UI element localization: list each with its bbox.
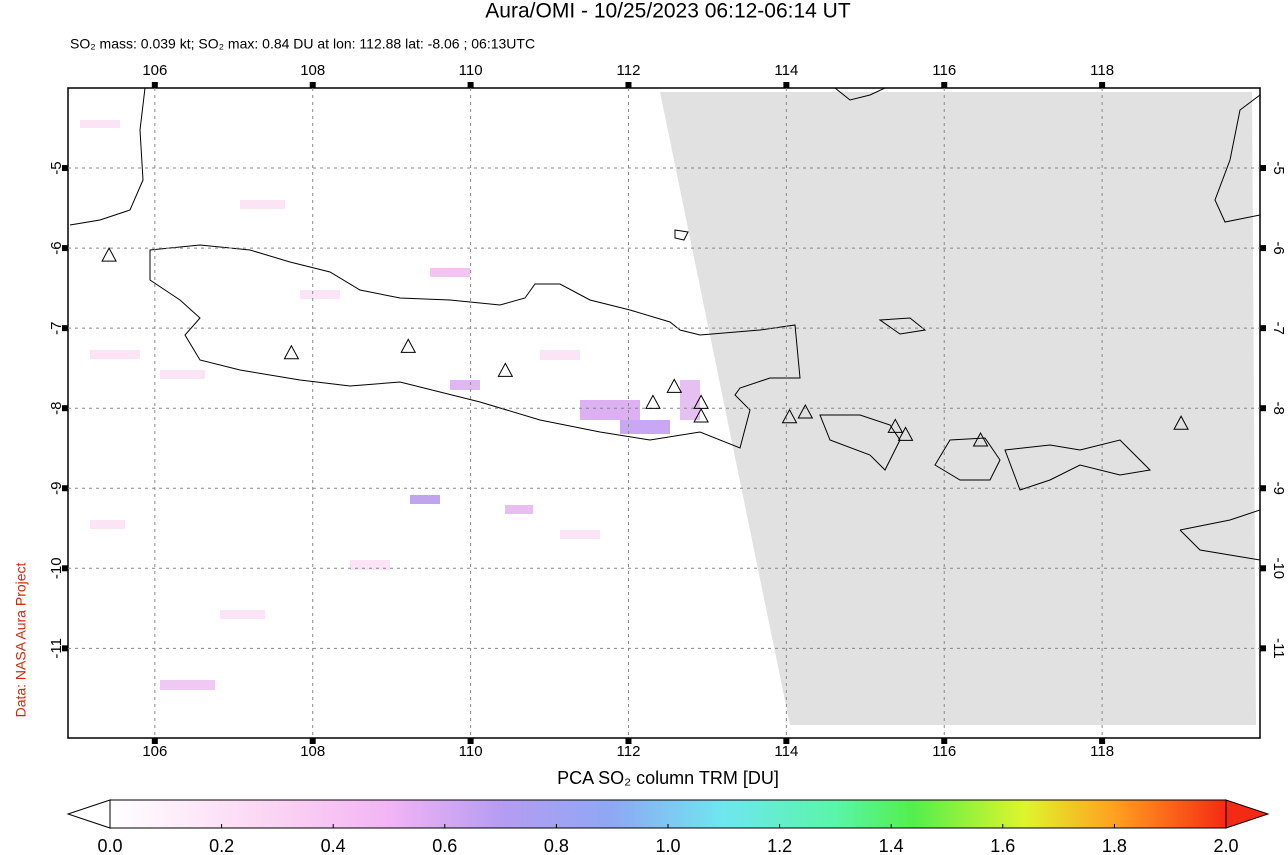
colorbar-tick-label: 1.0 [655, 836, 680, 855]
x-tick-label-bottom: 118 [1090, 743, 1114, 760]
y-tick-label-left: -10 [48, 557, 65, 579]
y-tick-label-right: -9 [1270, 482, 1287, 495]
colorbar-tick-label: 1.4 [879, 836, 904, 855]
subtitle: SO₂ mass: 0.039 kt; SO₂ max: 0.84 DU at … [70, 36, 535, 52]
x-tick-label-top: 114 [774, 62, 798, 79]
y-tick-label-left: -6 [48, 241, 65, 254]
y-tick-label-right: -11 [1270, 638, 1287, 659]
colorbar-tick-label: 0.4 [321, 836, 346, 855]
x-tick-label-bottom: 114 [774, 743, 798, 760]
x-tick-label-bottom: 110 [459, 743, 483, 760]
volcano-marker [497, 362, 514, 377]
x-tick-label-top: 110 [459, 62, 483, 79]
volcano-marker [972, 431, 989, 447]
volcano-marker [645, 394, 661, 409]
volcano-marker [1173, 415, 1189, 430]
x-tick-label-bottom: 112 [617, 743, 641, 760]
colorbar-tick-label: 1.2 [767, 836, 792, 855]
colorbar-under [66, 799, 111, 829]
colorbar-label: PCA SO₂ column TRM [DU] [557, 768, 779, 788]
colorbar-tick-label: 0.8 [544, 836, 569, 855]
x-tick-label-top: 108 [300, 62, 325, 79]
y-tick-label-left: -11 [48, 638, 65, 659]
colorbar-over [1225, 799, 1270, 829]
x-tick-label-bottom: 106 [142, 743, 167, 760]
title: Aura/OMI - 10/25/2023 06:12-06:14 UT [485, 0, 851, 23]
y-tick-label-right: -5 [1270, 161, 1287, 174]
x-tick-label-top: 112 [617, 62, 641, 79]
volcano-marker [666, 378, 683, 393]
map-frame [67, 87, 1261, 739]
colorbar-tick-label: 1.6 [990, 836, 1015, 855]
volcano-marker [693, 407, 709, 423]
so2-pixels [80, 120, 700, 690]
colorbar-tick-label: 0.6 [432, 836, 457, 855]
x-tick-label-bottom: 116 [932, 743, 956, 760]
y-tick-label-left: -7 [48, 321, 65, 334]
coastlines [69, 88, 1260, 561]
map-layer [68, 88, 1260, 738]
colorbar-tick-label: 0.2 [209, 836, 234, 855]
volcano-marker [400, 338, 417, 353]
colorbar-tick-label: 1.8 [1102, 836, 1127, 855]
y-tick-label-right: -7 [1270, 321, 1287, 334]
y-tick-label-left: -9 [48, 482, 65, 495]
x-tick-label-top: 106 [142, 62, 167, 79]
volcano-marker [781, 408, 798, 424]
y-tick-label-right: -8 [1270, 402, 1287, 415]
volcano-marker [101, 247, 117, 262]
colorbar-tick-label: 0.0 [97, 836, 122, 855]
y-tick-label-right: -10 [1270, 557, 1287, 579]
y-tick-label-right: -6 [1270, 241, 1287, 254]
x-tick-label-top: 118 [1090, 62, 1114, 79]
volcano-marker [283, 344, 300, 360]
x-tick-label-top: 116 [932, 62, 956, 79]
y-tick-label-left: -8 [48, 402, 65, 415]
colorbar [109, 799, 1227, 829]
volcano-marker [797, 403, 814, 419]
volcano-marker [897, 426, 914, 441]
volcano-marker [887, 418, 904, 433]
colorbar-tick-label: 2.0 [1213, 836, 1238, 855]
credit: Data: NASA Aura Project [13, 562, 29, 717]
y-tick-label-left: -5 [48, 161, 65, 174]
x-tick-label-bottom: 108 [300, 743, 325, 760]
